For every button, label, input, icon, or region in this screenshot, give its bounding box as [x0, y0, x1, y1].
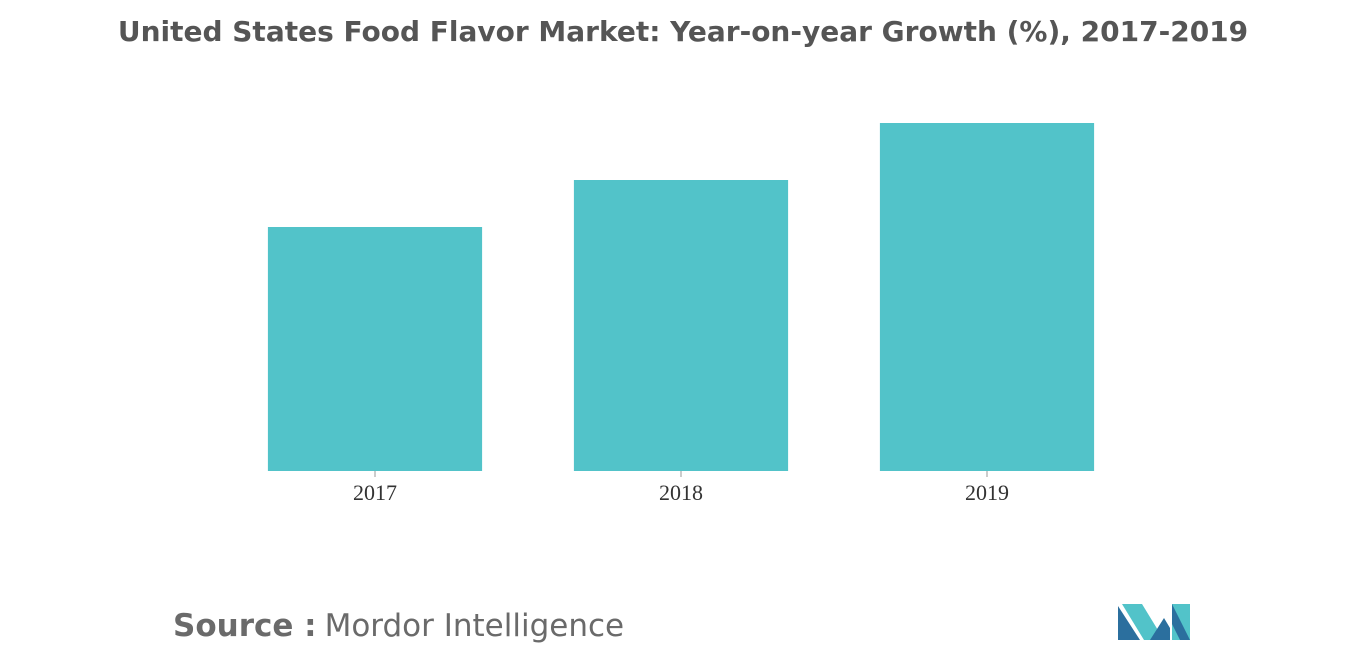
source: Source : Mordor Intelligence — [173, 608, 624, 644]
bar — [267, 227, 483, 471]
bar — [573, 180, 789, 471]
x-tick-label: 2019 — [965, 480, 1009, 505]
x-tick-label: 2018 — [659, 480, 703, 505]
logo — [1118, 604, 1190, 640]
bar — [879, 123, 1095, 471]
x-tick-label: 2017 — [353, 480, 397, 505]
source-text: Mordor Intelligence — [325, 608, 625, 644]
source-label: Source : — [173, 608, 317, 644]
chart-title: United States Food Flavor Market: Year-o… — [118, 15, 1248, 48]
